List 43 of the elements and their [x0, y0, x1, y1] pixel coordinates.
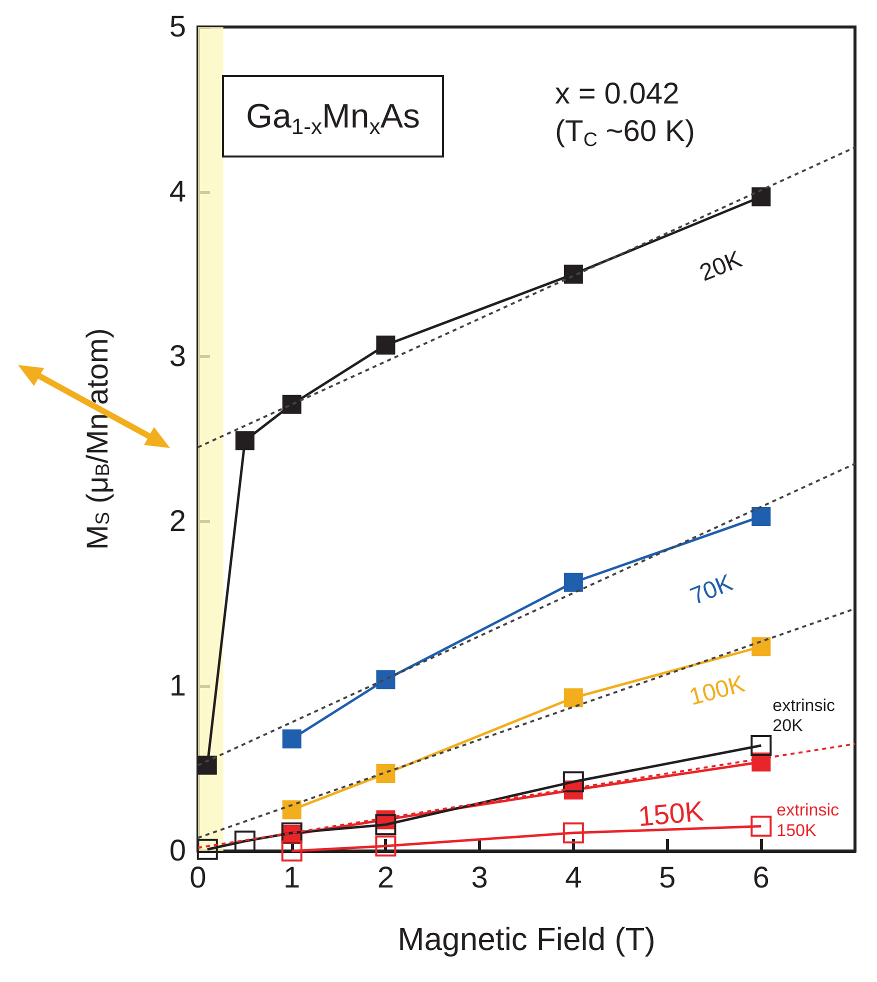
point	[196, 838, 218, 860]
y-tick-label: 4	[169, 175, 186, 208]
series-label: extrinsic 20K	[772, 696, 836, 736]
y-tick-label: 5	[169, 10, 186, 44]
x-tick-label: 0	[190, 862, 206, 894]
x-tick-label: 2	[377, 862, 394, 894]
point	[198, 756, 217, 775]
x-tick-label: 5	[658, 862, 676, 894]
point	[376, 336, 396, 355]
point	[752, 506, 771, 526]
point	[562, 822, 584, 844]
series-label: 150K	[636, 795, 706, 832]
point	[752, 187, 771, 206]
x-tick-label: 1	[284, 862, 300, 894]
y-tick-label: 1	[169, 670, 186, 703]
point	[564, 688, 583, 708]
point	[375, 836, 396, 857]
text: 20K	[696, 246, 746, 287]
text: 70K	[686, 569, 736, 610]
x-tick-label: 4	[565, 862, 582, 894]
series-label: extrinsic 150K	[776, 800, 840, 840]
point	[235, 431, 254, 450]
point	[750, 816, 772, 837]
text: 100K	[686, 670, 748, 712]
point	[564, 572, 583, 592]
point	[376, 670, 396, 690]
point	[564, 264, 583, 284]
point	[752, 637, 771, 656]
y-tick-label: 3	[169, 340, 186, 374]
point	[375, 814, 396, 836]
point	[282, 729, 302, 748]
point	[562, 771, 584, 792]
y-tick-label: 2	[169, 504, 186, 538]
x-tick-label: 3	[471, 862, 488, 894]
point	[376, 764, 396, 784]
x-axis-title: Magnetic Field (T)	[398, 921, 656, 957]
point	[282, 394, 302, 414]
point	[282, 800, 302, 820]
y-axis-title: MS (μB/Mn atom)	[81, 328, 114, 550]
y-tick-label: 0	[169, 834, 186, 868]
x-tick-label: 6	[752, 862, 770, 894]
point	[281, 840, 302, 862]
point	[750, 735, 772, 756]
